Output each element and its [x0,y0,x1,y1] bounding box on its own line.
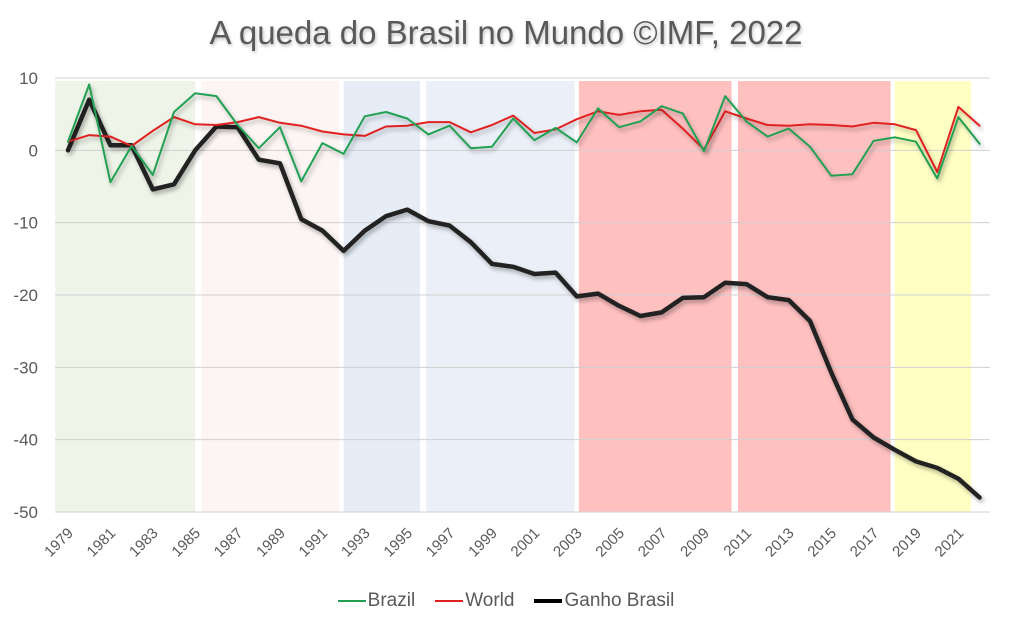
era-bands [55,81,972,512]
y-tick-label: -10 [13,214,38,233]
legend: Brazil World Ganho Brasil [0,590,1012,612]
legend-item-brazil: Brazil [337,590,416,612]
x-tick-label: 1987 [211,525,247,561]
x-tick-label: 2015 [804,525,840,561]
legend-item-world: World [435,590,514,612]
legend-swatch-ganho-brasil [534,599,563,603]
x-tick-label: 1999 [465,525,501,561]
y-tick-label: -20 [13,286,38,305]
legend-label-brazil: Brazil [367,590,416,611]
era-band-1 [201,81,340,512]
x-tick-label: 1997 [423,525,459,561]
x-tick-label: 1991 [296,525,332,561]
x-tick-label: 1979 [41,525,77,561]
x-tick-label: 2011 [720,525,755,560]
chart-title: A queda do Brasil no Mundo ©IMF, 2022 [209,14,803,51]
legend-item-ganho-brasil: Ganho Brasil [534,590,674,612]
x-tick-label: 1981 [84,525,120,561]
x-tick-label: 1993 [338,525,374,561]
legend-label-ganho-brasil: Ganho Brasil [564,590,675,611]
x-tick-label: 2017 [847,525,883,561]
x-tick-label: 2009 [677,525,713,561]
series-lines [65,83,982,500]
era-band-6 [894,81,972,512]
legend-label-world: World [465,590,515,611]
x-tick-label: 2007 [635,525,671,561]
y-tick-label: -50 [13,503,38,522]
y-axis-ticks: 10 0 -10 -20 -30 -40 -50 [13,69,38,522]
y-tick-label: 10 [19,69,38,88]
x-tick-label: 1989 [253,525,289,561]
series-line-ganho-brasil [65,97,982,500]
era-band-2 [343,81,420,512]
legend-swatch-brazil [337,600,366,602]
x-tick-label: 2021 [932,525,968,561]
series-line-brazil [67,83,981,184]
y-tick-label: -30 [13,358,38,377]
era-band-5 [737,81,891,512]
x-tick-label: 2019 [889,525,925,561]
gridlines [55,77,990,513]
x-tick-label: 1983 [126,525,162,561]
x-tick-label: 2003 [550,525,586,561]
x-axis-ticks: 1979 1981 1983 1985 1987 1989 1991 1993 1995 1997… [41,525,967,561]
x-tick-label: 1985 [168,525,204,561]
y-tick-label: 0 [29,141,38,160]
x-tick-label: 1995 [380,525,416,561]
series-line-world [67,105,981,173]
legend-swatch-world [435,600,464,602]
x-tick-label: 2013 [762,525,798,561]
x-tick-label: 2005 [592,525,628,561]
era-band-3 [426,81,575,512]
x-tick-label: 2001 [508,525,544,561]
y-tick-label: -40 [13,431,38,450]
